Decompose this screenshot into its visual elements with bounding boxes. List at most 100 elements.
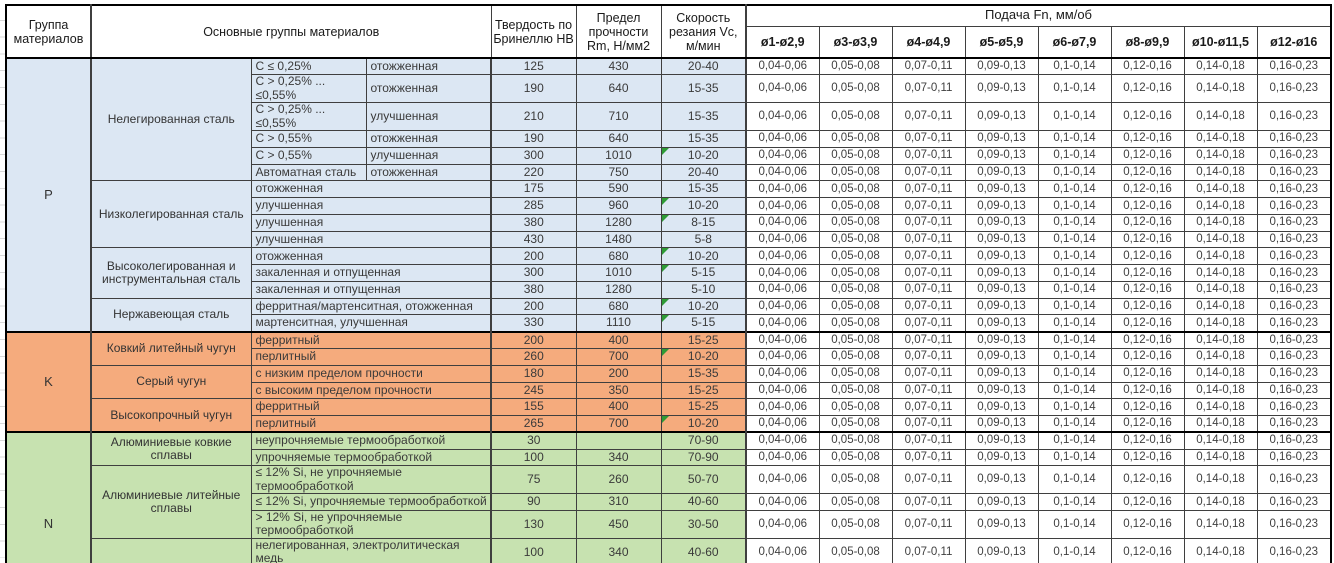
cell-feed-value[interactable]: 0,05-0,08 — [818, 347, 893, 366]
cell-hardness-hb[interactable]: 210 — [490, 102, 577, 132]
cell-strength-rm[interactable]: 260 — [575, 465, 662, 495]
cell-feed-value[interactable]: 0,07-0,11 — [891, 264, 966, 282]
cell-group-letter[interactable]: N — [5, 431, 92, 563]
cell-material-spec[interactable]: C > 0,25% ... ≤0,55% — [250, 74, 367, 104]
cell-feed-value[interactable]: 0,14-0,18 — [1183, 330, 1258, 349]
cell-feed-value[interactable]: 0,04-0,06 — [745, 465, 820, 495]
cell-feed-value[interactable]: 0,04-0,06 — [745, 264, 820, 282]
cell-strength-rm[interactable]: 400 — [575, 330, 662, 349]
cell-group-letter[interactable]: K — [5, 330, 92, 433]
cell-strength-rm[interactable]: 640 — [575, 130, 662, 148]
cell-feed-value[interactable]: 0,1-0,14 — [1037, 146, 1112, 165]
cell-feed-value[interactable]: 0,12-0,16 — [1110, 197, 1185, 215]
header-cutting-speed[interactable]: Скорость резания Vc, м/мин — [660, 4, 748, 59]
cell-strength-rm[interactable]: 700 — [575, 415, 662, 433]
cell-feed-value[interactable]: 0,07-0,11 — [891, 398, 966, 417]
cell-material-spec[interactable]: неупрочняемые термообработкой — [250, 431, 493, 450]
cell-feed-value[interactable]: 0,16-0,23 — [1256, 537, 1332, 563]
cell-feed-value[interactable]: 0,05-0,08 — [818, 381, 893, 400]
cell-hardness-hb[interactable]: 300 — [490, 264, 577, 282]
cell-feed-value[interactable]: 0,05-0,08 — [818, 493, 893, 511]
cell-feed-value[interactable]: 0,09-0,13 — [964, 130, 1039, 148]
cell-strength-rm[interactable]: 430 — [575, 57, 662, 76]
cell-feed-value[interactable]: 0,16-0,23 — [1256, 213, 1332, 232]
cell-hardness-hb[interactable]: 125 — [490, 57, 577, 76]
cell-hardness-hb[interactable]: 155 — [490, 398, 577, 417]
cell-hardness-hb[interactable]: 100 — [490, 537, 577, 563]
cell-feed-value[interactable]: 0,04-0,06 — [745, 537, 820, 563]
feed-diameter-column-header[interactable]: ø1-ø2,9 — [745, 25, 820, 59]
cell-subgroup-name[interactable]: Медь и медные сплавы (бронза/латунь) — [90, 537, 252, 563]
cell-feed-value[interactable]: 0,07-0,11 — [891, 146, 966, 165]
cell-subgroup-name[interactable]: Серый чугун — [90, 364, 252, 400]
cell-feed-value[interactable]: 0,04-0,06 — [745, 448, 820, 467]
cell-feed-value[interactable]: 0,05-0,08 — [818, 213, 893, 232]
cell-feed-value[interactable]: 0,05-0,08 — [818, 57, 893, 76]
cell-feed-value[interactable]: 0,14-0,18 — [1183, 448, 1258, 467]
cell-material-state[interactable]: отожженная — [365, 74, 493, 104]
cell-feed-value[interactable]: 0,16-0,23 — [1256, 163, 1332, 182]
cell-feed-value[interactable]: 0,16-0,23 — [1256, 347, 1332, 366]
cell-feed-value[interactable]: 0,16-0,23 — [1256, 130, 1332, 148]
cell-feed-value[interactable]: 0,1-0,14 — [1037, 347, 1112, 366]
cell-material-spec[interactable]: улучшенная — [250, 213, 493, 232]
cell-feed-value[interactable]: 0,05-0,08 — [818, 330, 893, 349]
cell-feed-value[interactable]: 0,16-0,23 — [1256, 280, 1332, 299]
cell-feed-value[interactable]: 0,05-0,08 — [818, 264, 893, 282]
cell-feed-value[interactable]: 0,1-0,14 — [1037, 364, 1112, 383]
cell-feed-value[interactable]: 0,12-0,16 — [1110, 102, 1185, 132]
cell-feed-value[interactable]: 0,09-0,13 — [964, 314, 1039, 333]
cell-feed-value[interactable]: 0,12-0,16 — [1110, 537, 1185, 563]
cell-feed-value[interactable]: 0,09-0,13 — [964, 180, 1039, 199]
header-feed-title[interactable]: Подача Fn, мм/об — [745, 4, 1332, 27]
cell-feed-value[interactable]: 0,07-0,11 — [891, 509, 966, 539]
cell-feed-value[interactable]: 0,12-0,16 — [1110, 247, 1185, 266]
feed-diameter-column-header[interactable]: ø12-ø16 — [1256, 25, 1332, 59]
cell-feed-value[interactable]: 0,04-0,06 — [745, 130, 820, 148]
cell-feed-value[interactable]: 0,09-0,13 — [964, 364, 1039, 383]
cell-feed-value[interactable]: 0,12-0,16 — [1110, 163, 1185, 182]
cell-cutting-speed-vc[interactable]: 10-20 — [660, 415, 748, 433]
cell-feed-value[interactable]: 0,07-0,11 — [891, 180, 966, 199]
cell-material-spec[interactable]: нелегированная, электролитическая медь — [250, 537, 493, 563]
cell-cutting-speed-vc[interactable]: 70-90 — [660, 431, 748, 450]
cell-strength-rm[interactable]: 960 — [575, 197, 662, 215]
cell-cutting-speed-vc[interactable]: 20-40 — [660, 57, 748, 76]
cell-subgroup-name[interactable]: Высокопрочный чугун — [90, 398, 252, 433]
cell-feed-value[interactable]: 0,09-0,13 — [964, 537, 1039, 563]
cell-feed-value[interactable]: 0,07-0,11 — [891, 280, 966, 299]
cell-feed-value[interactable]: 0,04-0,06 — [745, 415, 820, 433]
cell-feed-value[interactable]: 0,09-0,13 — [964, 163, 1039, 182]
cell-feed-value[interactable]: 0,04-0,06 — [745, 230, 820, 249]
cell-cutting-speed-vc[interactable]: 15-35 — [660, 130, 748, 148]
cell-feed-value[interactable]: 0,12-0,16 — [1110, 264, 1185, 282]
cell-material-spec[interactable]: ферритный — [250, 330, 493, 349]
cell-cutting-speed-vc[interactable]: 5-15 — [660, 264, 748, 282]
cell-feed-value[interactable]: 0,12-0,16 — [1110, 297, 1185, 316]
cell-feed-value[interactable]: 0,16-0,23 — [1256, 57, 1332, 76]
cell-feed-value[interactable]: 0,04-0,06 — [745, 347, 820, 366]
cell-strength-rm[interactable]: 310 — [575, 493, 662, 511]
cell-hardness-hb[interactable]: 190 — [490, 74, 577, 104]
cell-feed-value[interactable]: 0,05-0,08 — [818, 448, 893, 467]
cell-feed-value[interactable]: 0,14-0,18 — [1183, 398, 1258, 417]
cell-material-spec[interactable]: с низким пределом прочности — [250, 364, 493, 383]
cell-feed-value[interactable]: 0,07-0,11 — [891, 330, 966, 349]
cell-material-spec[interactable]: C > 0,55% — [250, 130, 367, 148]
cell-material-state[interactable]: отожженная — [365, 57, 493, 76]
cell-feed-value[interactable]: 0,07-0,11 — [891, 213, 966, 232]
cell-feed-value[interactable]: 0,12-0,16 — [1110, 130, 1185, 148]
header-material-group[interactable]: Группа материалов — [5, 4, 92, 59]
cell-feed-value[interactable]: 0,14-0,18 — [1183, 314, 1258, 333]
cell-feed-value[interactable]: 0,16-0,23 — [1256, 493, 1332, 511]
cell-hardness-hb[interactable]: 285 — [490, 197, 577, 215]
cell-feed-value[interactable]: 0,16-0,23 — [1256, 146, 1332, 165]
feed-diameter-column-header[interactable]: ø6-ø7,9 — [1037, 25, 1112, 59]
cell-feed-value[interactable]: 0,04-0,06 — [745, 314, 820, 333]
cell-material-state[interactable]: улучшенная — [365, 146, 493, 165]
cell-feed-value[interactable]: 0,12-0,16 — [1110, 398, 1185, 417]
cell-feed-value[interactable]: 0,1-0,14 — [1037, 448, 1112, 467]
cell-feed-value[interactable]: 0,1-0,14 — [1037, 431, 1112, 450]
cell-feed-value[interactable]: 0,14-0,18 — [1183, 57, 1258, 76]
cell-hardness-hb[interactable]: 100 — [490, 448, 577, 467]
